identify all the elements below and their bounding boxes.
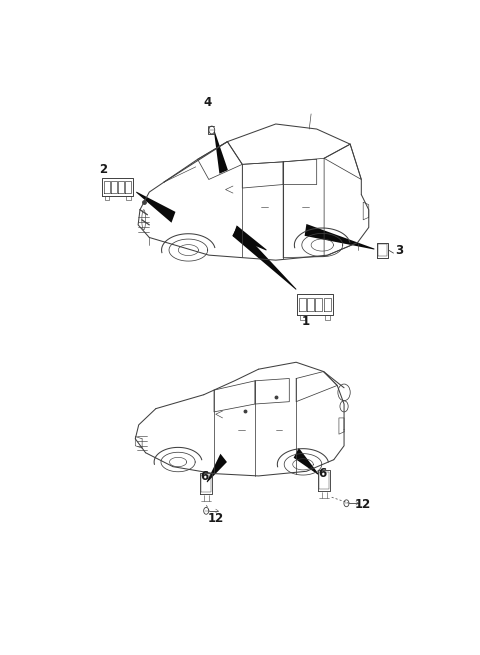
Text: 6: 6 <box>318 466 326 479</box>
Text: 12: 12 <box>208 512 224 525</box>
Polygon shape <box>232 226 297 290</box>
Text: 1: 1 <box>301 314 310 328</box>
Polygon shape <box>136 192 176 223</box>
Text: 4: 4 <box>204 96 212 109</box>
Polygon shape <box>207 454 227 483</box>
Text: 2: 2 <box>99 163 107 176</box>
Polygon shape <box>214 132 228 174</box>
Polygon shape <box>233 225 266 251</box>
Text: 6: 6 <box>200 470 208 483</box>
Text: 12: 12 <box>355 498 372 512</box>
Polygon shape <box>305 224 374 250</box>
Polygon shape <box>294 448 319 475</box>
Text: 3: 3 <box>395 244 403 257</box>
